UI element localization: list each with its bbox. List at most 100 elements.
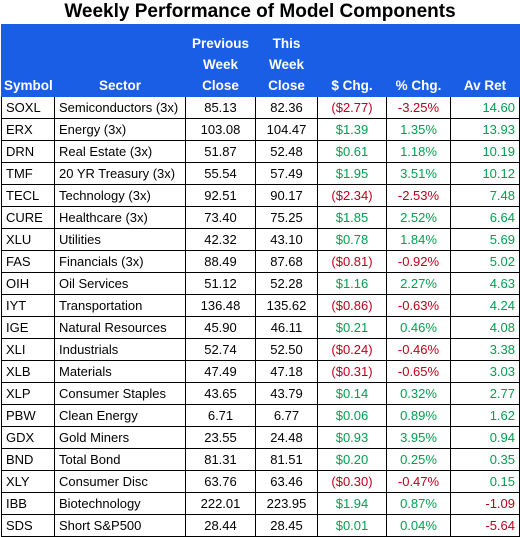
cell-this-close: 43.10	[255, 228, 318, 251]
cell-sector: 20 YR Treasury (3x)	[54, 162, 186, 185]
cell-percent-change: 1.18%	[386, 140, 451, 163]
cell-sector: Consumer Disc	[54, 470, 186, 493]
table-row: ERX Energy (3x) 103.08 104.47 $1.39 1.35% 13.9…	[1, 118, 520, 141]
header-dollar-change-label: $ Chg.	[331, 78, 373, 93]
table-row: SDS Short S&P500 28.44 28.45 $0.01 0.04% -5.64	[1, 514, 520, 537]
cell-percent-change: -0.46%	[386, 338, 451, 361]
cell-symbol: IBB	[1, 492, 55, 515]
header-this-line3: Close	[268, 78, 305, 93]
table-row: FAS Financials (3x) 88.49 87.68 ($0.81) -0.92…	[1, 250, 520, 273]
cell-average-return: 3.38	[450, 338, 520, 361]
header-this-line2: Week	[268, 57, 305, 72]
table-title: Weekly Performance of Model Components	[64, 1, 456, 22]
cell-percent-change: 0.87%	[386, 492, 451, 515]
header-previous-close: Previous Week Close	[185, 24, 256, 97]
cell-sector: Transportation	[54, 294, 186, 317]
cell-percent-change: 0.32%	[386, 382, 451, 405]
cell-percent-change: -0.63%	[386, 294, 451, 317]
cell-this-close: 75.25	[255, 206, 318, 229]
cell-average-return: 5.02	[450, 250, 520, 273]
cell-percent-change: 2.27%	[386, 272, 451, 295]
cell-previous-close: 45.90	[185, 316, 256, 339]
table-row: XLY Consumer Disc 63.76 63.46 ($0.30) -0.47% 0…	[1, 470, 520, 493]
cell-sector: Oil Services	[54, 272, 186, 295]
cell-symbol: IYT	[1, 294, 55, 317]
cell-this-close: 87.68	[255, 250, 318, 273]
cell-previous-close: 73.40	[185, 206, 256, 229]
cell-sector: Financials (3x)	[54, 250, 186, 273]
cell-this-close: 43.79	[255, 382, 318, 405]
cell-previous-close: 85.13	[185, 96, 256, 119]
table-row: XLP Consumer Staples 43.65 43.79 $0.14 0.32% 2…	[1, 382, 520, 405]
cell-dollar-change: $0.01	[317, 514, 387, 537]
cell-previous-close: 23.55	[185, 426, 256, 449]
cell-symbol: OIH	[1, 272, 55, 295]
cell-previous-close: 6.71	[185, 404, 256, 427]
cell-this-close: 81.51	[255, 448, 318, 471]
cell-average-return: -1.09	[450, 492, 520, 515]
cell-dollar-change: $0.14	[317, 382, 387, 405]
cell-symbol: BND	[1, 448, 55, 471]
cell-percent-change: 1.35%	[386, 118, 451, 141]
cell-average-return: 1.62	[450, 404, 520, 427]
cell-dollar-change: ($2.34)	[317, 184, 387, 207]
cell-average-return: 10.12	[450, 162, 520, 185]
cell-average-return: 4.63	[450, 272, 520, 295]
cell-dollar-change: ($0.86)	[317, 294, 387, 317]
cell-previous-close: 222.01	[185, 492, 256, 515]
header-symbol-label: Symbol	[4, 78, 53, 93]
cell-dollar-change: $0.20	[317, 448, 387, 471]
cell-sector: Utilities	[54, 228, 186, 251]
cell-sector: Biotechnology	[54, 492, 186, 515]
cell-percent-change: 0.89%	[386, 404, 451, 427]
cell-sector: Materials	[54, 360, 186, 383]
cell-dollar-change: ($0.81)	[317, 250, 387, 273]
cell-previous-close: 43.65	[185, 382, 256, 405]
cell-dollar-change: $1.16	[317, 272, 387, 295]
cell-this-close: 24.48	[255, 426, 318, 449]
table-row: XLU Utilities 42.32 43.10 $0.78 1.84% 5.69	[1, 228, 520, 251]
cell-sector: Industrials	[54, 338, 186, 361]
table-row: BND Total Bond 81.31 81.51 $0.20 0.25% 0.35	[1, 448, 520, 471]
cell-sector: Total Bond	[54, 448, 186, 471]
table-header: Symbol Sector Previous Week Close This W…	[1, 24, 520, 97]
cell-this-close: 57.49	[255, 162, 318, 185]
cell-sector: Real Estate (3x)	[54, 140, 186, 163]
cell-previous-close: 51.87	[185, 140, 256, 163]
cell-dollar-change: ($0.24)	[317, 338, 387, 361]
cell-symbol: XLB	[1, 360, 55, 383]
cell-sector: Semiconductors (3x)	[54, 96, 186, 119]
cell-this-close: 47.18	[255, 360, 318, 383]
cell-average-return: 4.08	[450, 316, 520, 339]
table-row: XLI Industrials 52.74 52.50 ($0.24) -0.46% 3.3…	[1, 338, 520, 361]
cell-symbol: XLU	[1, 228, 55, 251]
header-percent-change: % Chg.	[386, 24, 451, 97]
cell-this-close: 223.95	[255, 492, 318, 515]
cell-average-return: 3.03	[450, 360, 520, 383]
cell-average-return: 2.77	[450, 382, 520, 405]
cell-percent-change: -0.65%	[386, 360, 451, 383]
cell-this-close: 6.77	[255, 404, 318, 427]
cell-previous-close: 52.74	[185, 338, 256, 361]
cell-dollar-change: $1.39	[317, 118, 387, 141]
cell-average-return: 6.64	[450, 206, 520, 229]
cell-symbol: IGE	[1, 316, 55, 339]
cell-dollar-change: $0.61	[317, 140, 387, 163]
table-row: DRN Real Estate (3x) 51.87 52.48 $0.61 1.18% 1…	[1, 140, 520, 163]
cell-previous-close: 88.49	[185, 250, 256, 273]
table-row: IGE Natural Resources 45.90 46.11 $0.21 0.46%…	[1, 316, 520, 339]
header-previous-line1: Previous	[191, 36, 250, 51]
table-row: TMF 20 YR Treasury (3x) 55.54 57.49 $1.95 3.5…	[1, 162, 520, 185]
cell-symbol: CURE	[1, 206, 55, 229]
table-body: SOXL Semiconductors (3x) 85.13 82.36 ($2.77)…	[1, 96, 520, 537]
cell-this-close: 28.45	[255, 514, 318, 537]
cell-average-return: 0.35	[450, 448, 520, 471]
table-row: SOXL Semiconductors (3x) 85.13 82.36 ($2.77)…	[1, 96, 520, 119]
cell-previous-close: 92.51	[185, 184, 256, 207]
cell-this-close: 52.28	[255, 272, 318, 295]
cell-symbol: FAS	[1, 250, 55, 273]
cell-symbol: GDX	[1, 426, 55, 449]
header-previous-line3: Close	[202, 78, 239, 93]
table-row: GDX Gold Miners 23.55 24.48 $0.93 3.95% 0.94	[1, 426, 520, 449]
header-percent-change-label: % Chg.	[395, 78, 442, 93]
